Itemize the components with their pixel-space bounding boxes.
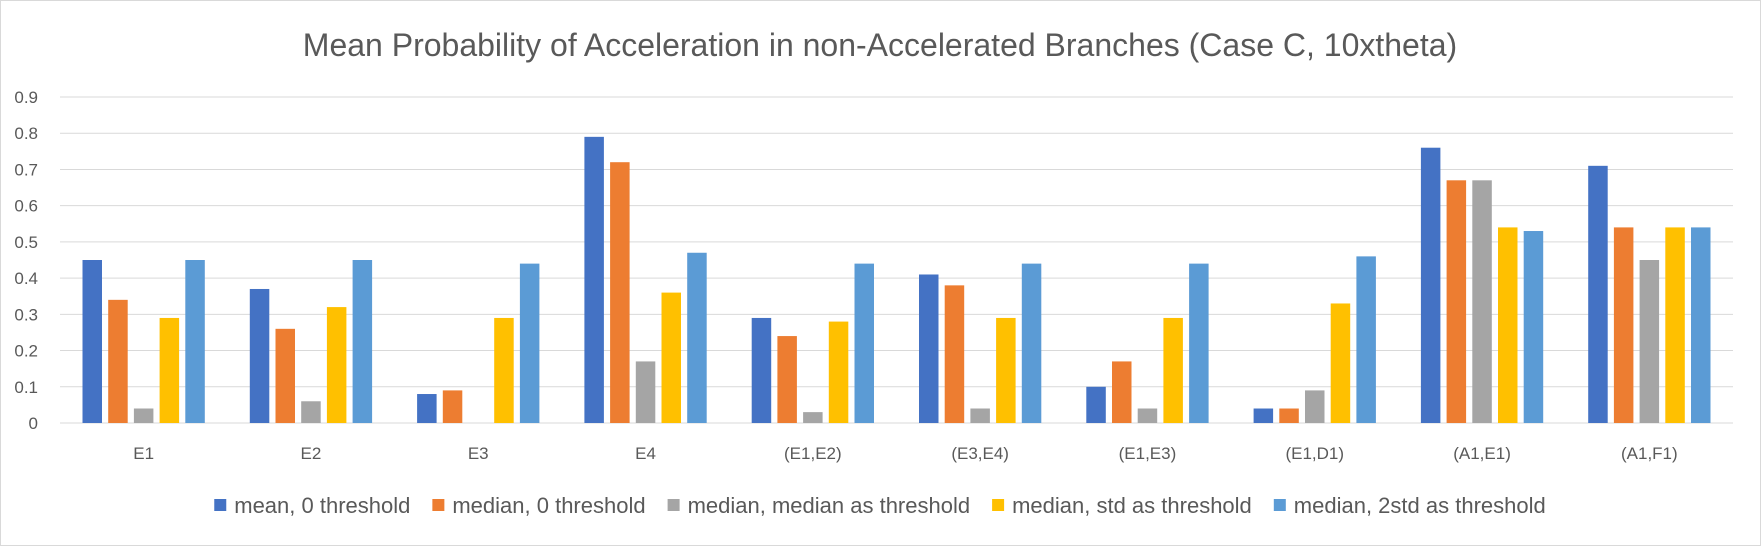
legend: mean, 0 threshold median, 0 threshold medi… [214, 493, 1546, 518]
y-tick-label: 0.1 [14, 378, 38, 397]
legend-swatch [432, 499, 445, 511]
bar [1356, 256, 1376, 423]
bar [944, 285, 965, 423]
bar [494, 317, 514, 423]
legend-label: median, median as threshold [688, 493, 971, 518]
bar [1253, 408, 1274, 423]
bar [1639, 260, 1660, 423]
bar [751, 317, 772, 423]
x-tick-label: (A1,F1) [1621, 444, 1678, 463]
bar [249, 288, 270, 423]
bar [159, 317, 180, 423]
legend-label: median, std as threshold [1012, 493, 1252, 518]
bar [417, 394, 437, 423]
x-tick-label: (E3,E4) [951, 444, 1009, 463]
legend-swatch [992, 499, 1005, 511]
x-tick-label: E2 [301, 444, 322, 463]
bar [82, 260, 102, 423]
bar [1112, 361, 1132, 423]
x-tick-label: E3 [468, 444, 489, 463]
y-tick-label: 0.2 [14, 342, 38, 361]
bar [108, 299, 128, 423]
bar [970, 408, 990, 423]
legend-label: median, 2std as threshold [1294, 493, 1546, 518]
bar [854, 263, 874, 423]
bar [828, 321, 849, 423]
bar [442, 390, 463, 423]
bars [82, 136, 1711, 424]
bar [996, 317, 1016, 423]
y-tick-label: 0.4 [14, 269, 38, 288]
bar [584, 136, 604, 423]
y-axis-ticks: 0 0.1 0.2 0.3 0.4 0.5 0.6 0.7 0.8 0.9 [14, 88, 38, 433]
bar [301, 401, 321, 423]
x-tick-label: (E1,E2) [784, 444, 842, 463]
bar [1330, 303, 1351, 423]
bar [803, 412, 823, 423]
y-tick-label: 0.3 [14, 305, 38, 324]
y-tick-label: 0.7 [14, 160, 38, 179]
bar [326, 307, 347, 423]
bar [687, 252, 707, 423]
bar [1163, 317, 1183, 423]
y-tick-label: 0.5 [14, 233, 38, 252]
bar [1279, 408, 1299, 423]
chart-title: Mean Probability of Acceleration in non-… [303, 27, 1457, 63]
bar [777, 336, 797, 423]
bar [919, 274, 939, 423]
bar [1613, 227, 1634, 423]
legend-swatch [667, 499, 680, 511]
y-tick-label: 0.6 [14, 197, 38, 216]
legend-swatch [1273, 499, 1286, 511]
bar [1691, 227, 1711, 423]
bar [1588, 165, 1608, 424]
x-tick-label: E4 [635, 444, 656, 463]
bar [1665, 227, 1685, 423]
bar [1137, 408, 1158, 423]
y-tick-label: 0 [29, 414, 38, 433]
bar [1498, 227, 1518, 423]
x-tick-label: (E1,D1) [1285, 444, 1344, 463]
bar [661, 292, 681, 423]
bar [185, 260, 205, 423]
x-tick-label: (A1,E1) [1453, 444, 1511, 463]
bar [635, 361, 656, 423]
legend-label: median, 0 threshold [452, 493, 645, 518]
bar [275, 328, 295, 423]
bar [1472, 180, 1492, 423]
x-axis-ticks: E1 E2 E3 E4 (E1,E2) (E3,E4) (E1,E3) (E1,D1) (A1,… [133, 444, 1677, 463]
y-tick-label: 0.9 [14, 88, 38, 107]
y-tick-label: 0.8 [14, 124, 38, 143]
legend-label: mean, 0 threshold [234, 493, 410, 518]
bar [1021, 263, 1042, 423]
bar [1523, 231, 1544, 423]
bar [519, 263, 540, 423]
bar [1420, 147, 1441, 423]
x-tick-label: (E1,E3) [1119, 444, 1177, 463]
bar [1446, 180, 1467, 423]
legend-swatch [214, 499, 227, 511]
bar [1086, 386, 1106, 423]
bar [1305, 390, 1325, 423]
bar [610, 162, 630, 423]
x-tick-label: E1 [133, 444, 154, 463]
bar [133, 408, 154, 423]
bar [1189, 263, 1209, 423]
bar [352, 260, 373, 423]
